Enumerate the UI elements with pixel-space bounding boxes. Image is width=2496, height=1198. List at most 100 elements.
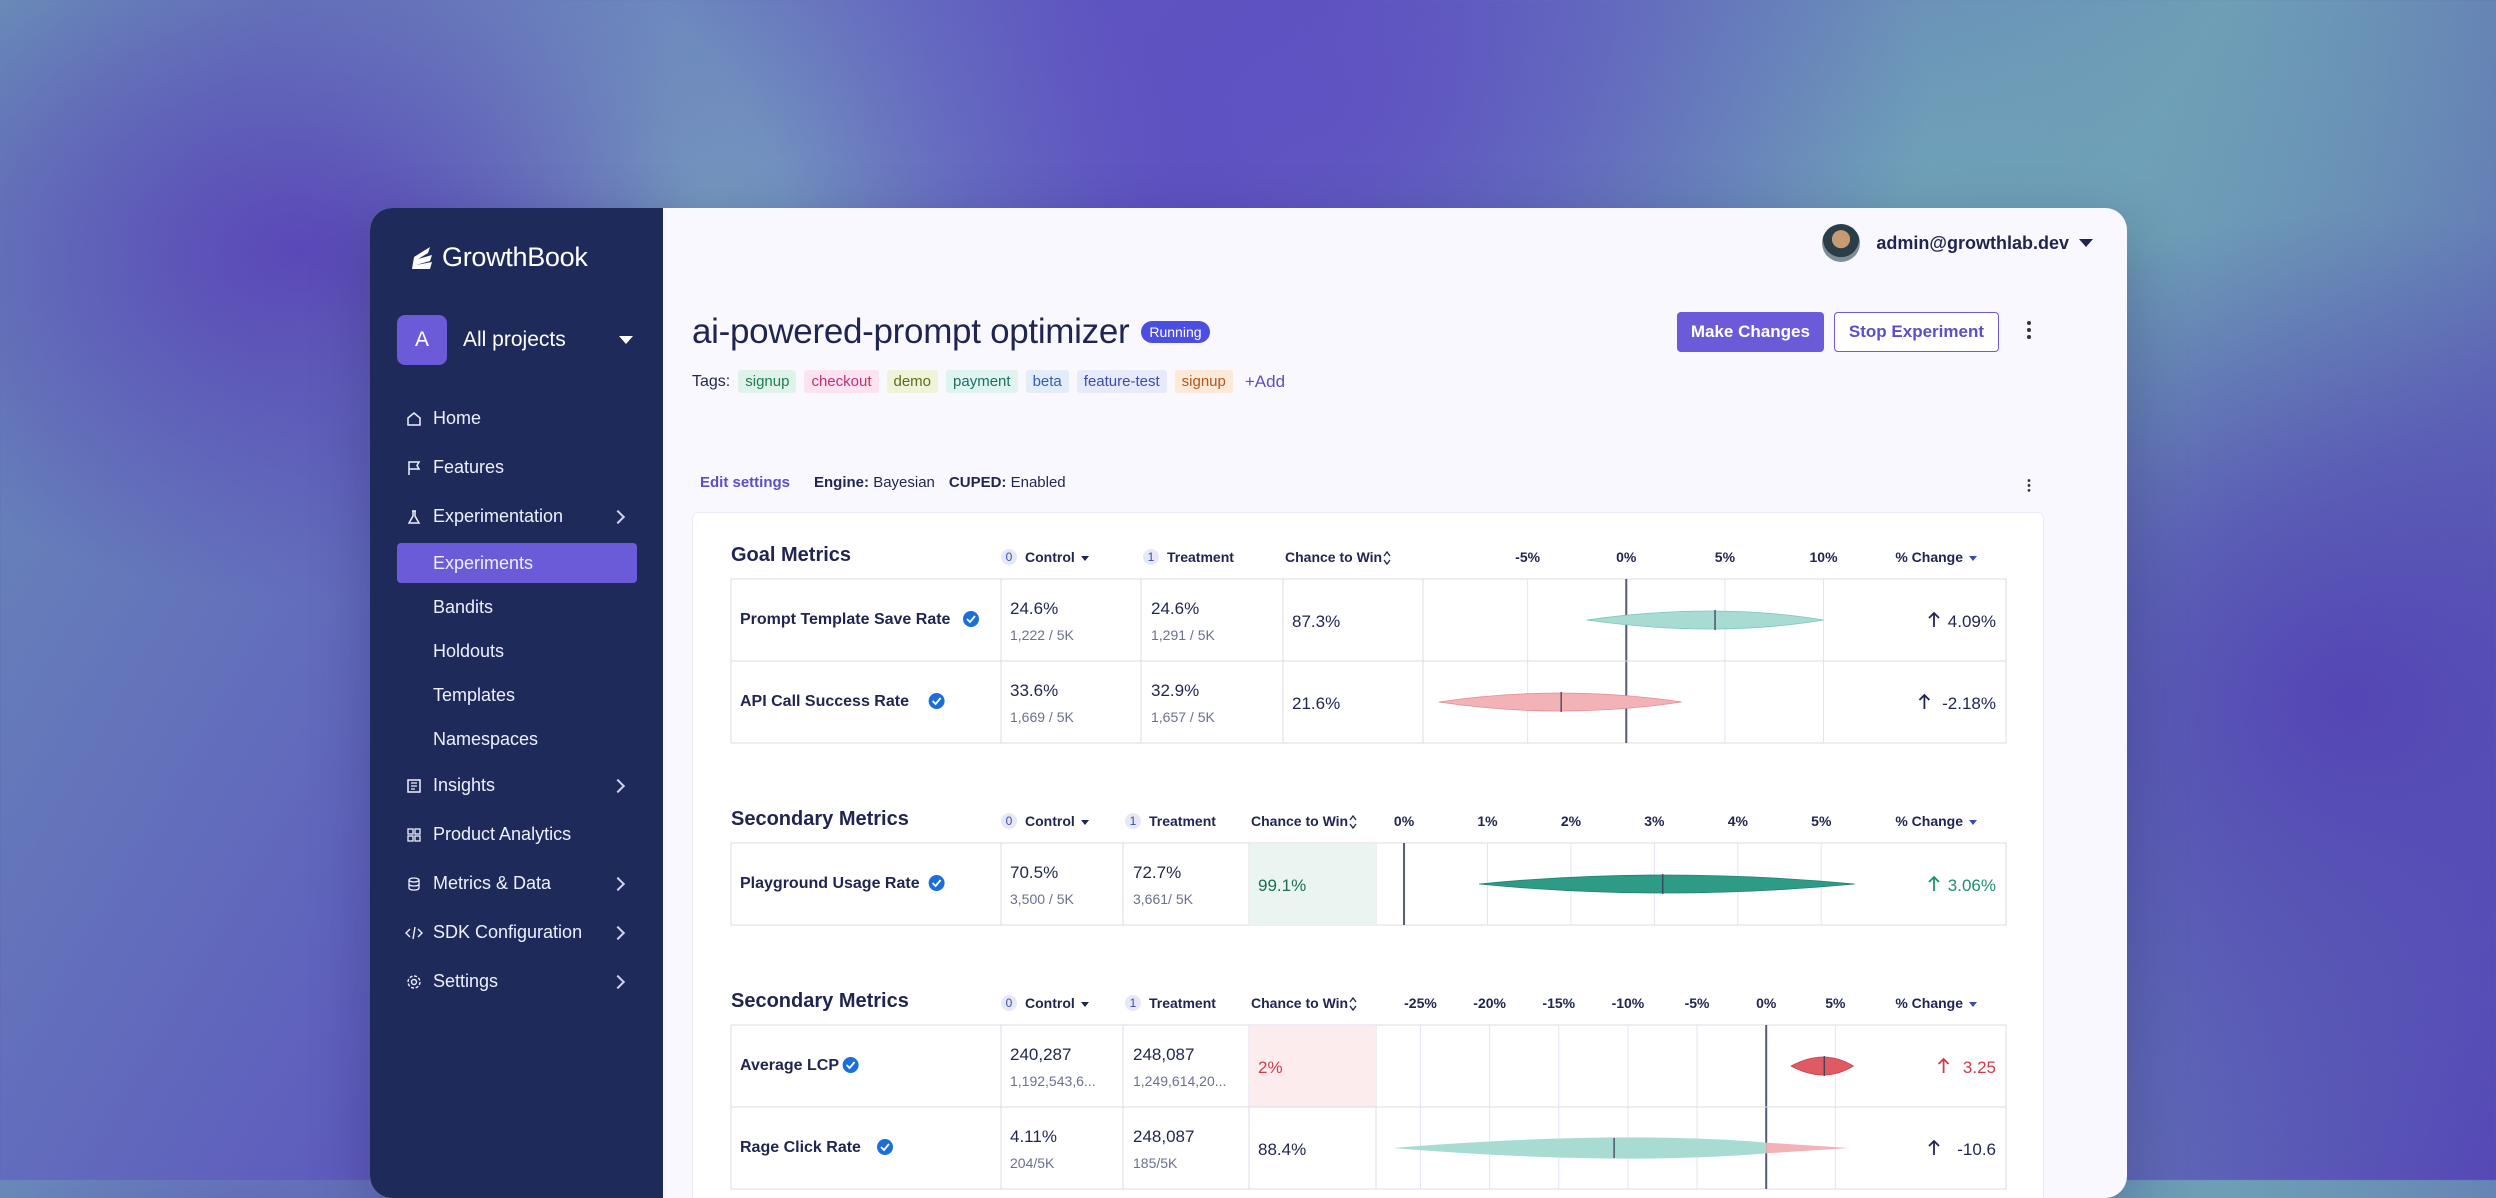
- arrow-up-icon: [1928, 611, 1940, 627]
- tag-signup[interactable]: signup: [1174, 370, 1233, 393]
- table-row[interactable]: Playground Usage Rate 70.5% 3,500 / 5K 72.7…: [740, 843, 1996, 925]
- add-tag-link[interactable]: +Add: [1244, 371, 1286, 391]
- arrow-up-icon: [1928, 1139, 1940, 1155]
- sort-icon[interactable]: [1349, 996, 1357, 1012]
- metric-name[interactable]: API Call Success Rate: [740, 693, 909, 710]
- chevron-right-icon: [610, 778, 626, 793]
- metric-name[interactable]: Average LCP: [740, 1057, 839, 1074]
- sidebar: GrowthBook A All projects Home Features: [370, 208, 663, 1198]
- sidebar-subitem-experiments[interactable]: Experiments: [397, 543, 637, 583]
- cuped-value: Enabled: [1010, 474, 1066, 491]
- sidebar-item-metrics-data[interactable]: Metrics & Data: [397, 859, 637, 908]
- engine-value: Bayesian: [873, 474, 935, 491]
- sidebar-subitem-bandits[interactable]: Bandits: [433, 596, 494, 617]
- tag-checkout[interactable]: checkout: [804, 370, 879, 393]
- chance-to-win-header[interactable]: Chance to Win: [1251, 813, 1348, 829]
- make-changes-button[interactable]: Make Changes: [1676, 312, 1824, 352]
- sidebar-item-home[interactable]: Home: [397, 394, 637, 443]
- growthbook-logo[interactable]: GrowthBook: [410, 242, 588, 273]
- axis-tick-label: 2%: [1561, 813, 1582, 829]
- metric-name[interactable]: Prompt Template Save Rate: [740, 611, 951, 628]
- tag-demo[interactable]: demo: [886, 370, 939, 393]
- axis-tick-label: 0%: [1616, 549, 1637, 565]
- caret-down-icon[interactable]: [1081, 556, 1089, 561]
- table-row[interactable]: Rage Click Rate 4.11% 204/5K 248,087 185/5K 8…: [731, 1106, 2006, 1189]
- control-index: 0: [1006, 996, 1013, 1010]
- ci-violin-mark: [1586, 610, 1824, 630]
- treatment-index-badge: [1125, 813, 1141, 829]
- control-header[interactable]: Control: [1025, 549, 1075, 565]
- tag-signup[interactable]: signup: [738, 370, 797, 393]
- tag-payment[interactable]: payment: [946, 370, 1018, 393]
- tag-beta[interactable]: beta: [1025, 370, 1069, 393]
- control-index: 0: [1006, 550, 1013, 564]
- treatment-value: 248,087: [1133, 1045, 1194, 1064]
- metrics-section: Secondary Metrics 0 Control 1 Treatment Chanc…: [730, 808, 2007, 926]
- table-row[interactable]: Average LCP 240,287 1,192,543,6... 248,087 1…: [740, 1025, 1996, 1107]
- metric-name[interactable]: Playground Usage Rate: [740, 875, 920, 892]
- more-options-icon[interactable]: [2027, 321, 2031, 342]
- sidebar-item-product-analytics[interactable]: Product Analytics: [397, 810, 637, 859]
- app-window: GrowthBook A All projects Home Features: [370, 208, 2127, 1198]
- flag-icon: [405, 459, 423, 477]
- sidebar-item-settings[interactable]: Settings: [397, 957, 637, 1006]
- chance-to-win-value: 99.1%: [1258, 876, 1306, 895]
- verified-icon: [963, 611, 979, 627]
- ci-violin-mark: [1790, 1056, 1855, 1076]
- sort-icon[interactable]: [1383, 550, 1391, 566]
- chevron-right-icon: [610, 925, 626, 940]
- avatar: [1822, 224, 1861, 262]
- axis-tick-label: -10%: [1612, 995, 1645, 1011]
- tags-label: Tags:: [692, 372, 731, 390]
- treatment-value: 72.7%: [1133, 863, 1181, 882]
- caret-down-icon[interactable]: [1969, 820, 1977, 825]
- sidebar-subitem-namespaces[interactable]: Namespaces: [433, 728, 539, 749]
- table-row[interactable]: API Call Success Rate 33.6% 1,669 / 5K 32.9…: [731, 660, 2006, 743]
- axis-tick-label: 4%: [1728, 813, 1749, 829]
- caret-down-icon[interactable]: [1969, 1002, 1977, 1007]
- user-menu[interactable]: admin@growthlab.dev: [1822, 224, 2093, 262]
- axis-tick-label: -20%: [1473, 995, 1506, 1011]
- project-selector[interactable]: A All projects: [397, 314, 637, 366]
- treatment-value: 24.6%: [1151, 599, 1199, 618]
- caret-down-icon[interactable]: [1081, 820, 1089, 825]
- chance-to-win-header[interactable]: Chance to Win: [1285, 549, 1382, 565]
- pct-change-value: 4.09%: [1948, 612, 1996, 631]
- treatment-header: Treatment: [1167, 549, 1234, 565]
- analysis-settings-row: Edit settings Engine: Bayesian CUPED: En…: [700, 474, 1066, 491]
- caret-down-icon[interactable]: [1081, 1002, 1089, 1007]
- results-options-icon[interactable]: [2027, 479, 2031, 494]
- control-header[interactable]: Control: [1025, 995, 1075, 1011]
- table-row[interactable]: Prompt Template Save Rate 24.6% 1,222 / 5K…: [740, 579, 1996, 661]
- pct-change-header[interactable]: % Change: [1895, 995, 1963, 1011]
- axis-tick-label: 10%: [1810, 549, 1839, 565]
- control-header[interactable]: Control: [1025, 813, 1075, 829]
- tags-row: Tags: signup checkout demo payment beta featu…: [692, 370, 1289, 393]
- control-index-badge: [1001, 995, 1017, 1011]
- arrow-up-icon: [1937, 1057, 1950, 1073]
- project-name: All projects: [463, 328, 566, 351]
- sidebar-item-label: Product Analytics: [433, 824, 572, 844]
- tag-feature-test[interactable]: feature-test: [1076, 370, 1167, 393]
- sidebar-item-experimentation[interactable]: Experimentation: [397, 492, 637, 541]
- sidebar-item-features[interactable]: Features: [397, 443, 637, 492]
- sidebar-item-label: Home: [433, 408, 482, 428]
- stop-experiment-button[interactable]: Stop Experiment: [1833, 312, 1999, 352]
- chance-to-win-value: 88.4%: [1258, 1140, 1306, 1159]
- treatment-index: 1: [1148, 550, 1155, 564]
- sidebar-item-sdk-configuration[interactable]: SDK Configuration: [397, 908, 637, 957]
- control-value: 70.5%: [1010, 863, 1058, 882]
- sort-icon[interactable]: [1349, 814, 1357, 830]
- metric-name[interactable]: Rage Click Rate: [740, 1139, 861, 1156]
- sidebar-subitem-holdouts[interactable]: Holdouts: [433, 640, 505, 661]
- chance-to-win-header[interactable]: Chance to Win: [1251, 995, 1348, 1011]
- control-value: 24.6%: [1010, 599, 1058, 618]
- pct-change-header[interactable]: % Change: [1895, 813, 1963, 829]
- caret-down-icon[interactable]: [1969, 556, 1977, 561]
- edit-settings-link[interactable]: Edit settings: [700, 474, 791, 491]
- section-title: Goal Metrics: [731, 544, 851, 566]
- pct-change-header[interactable]: % Change: [1895, 549, 1963, 565]
- sidebar-item-label: Experimentation: [433, 506, 564, 526]
- sidebar-item-insights[interactable]: Insights: [397, 761, 637, 810]
- sidebar-subitem-templates[interactable]: Templates: [433, 684, 516, 705]
